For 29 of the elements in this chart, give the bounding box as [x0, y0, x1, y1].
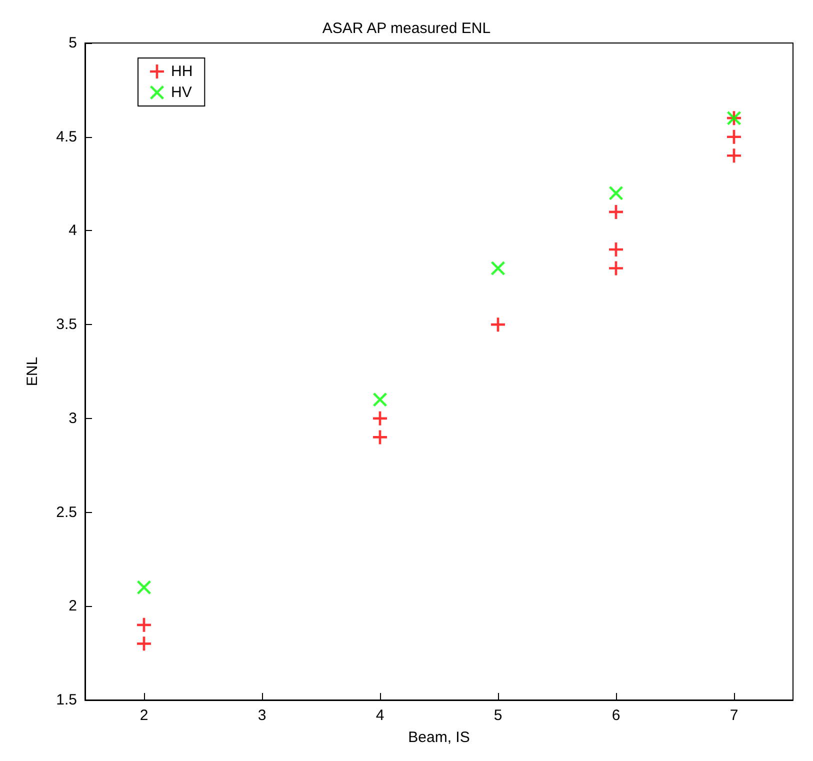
point	[727, 130, 741, 144]
y-tick-label: 4.5	[56, 128, 77, 146]
point	[373, 392, 387, 407]
x-tick-label: 4	[376, 707, 384, 724]
y-tick-label: 3	[68, 410, 77, 427]
point	[609, 186, 623, 200]
point	[373, 430, 387, 444]
x-axis-title: Beam, IS	[408, 729, 470, 746]
legend-label: HH	[171, 63, 193, 80]
y-tick-label: 1.5	[56, 692, 77, 708]
y-tick-label: 3.5	[56, 316, 77, 334]
x-tick-label: 2	[140, 707, 148, 724]
x-tick-label: 3	[258, 707, 266, 724]
y-tick-label: 4	[68, 222, 77, 240]
y-tick-label: 5	[68, 34, 77, 52]
x-tick-label: 7	[730, 707, 738, 724]
y-tick-label: 2.5	[56, 504, 77, 521]
point	[137, 618, 151, 632]
point	[137, 636, 151, 651]
chart-title: ASAR AP measured ENL	[322, 20, 491, 37]
legend-label: HV	[171, 84, 192, 101]
x-tick-label: 5	[494, 707, 502, 724]
point	[491, 261, 505, 276]
point	[609, 261, 623, 276]
point	[137, 580, 151, 594]
point	[727, 148, 741, 163]
x-tick-label: 6	[612, 707, 620, 724]
y-axis-title: ENL	[24, 356, 41, 386]
y-tick-label: 2	[68, 598, 77, 615]
